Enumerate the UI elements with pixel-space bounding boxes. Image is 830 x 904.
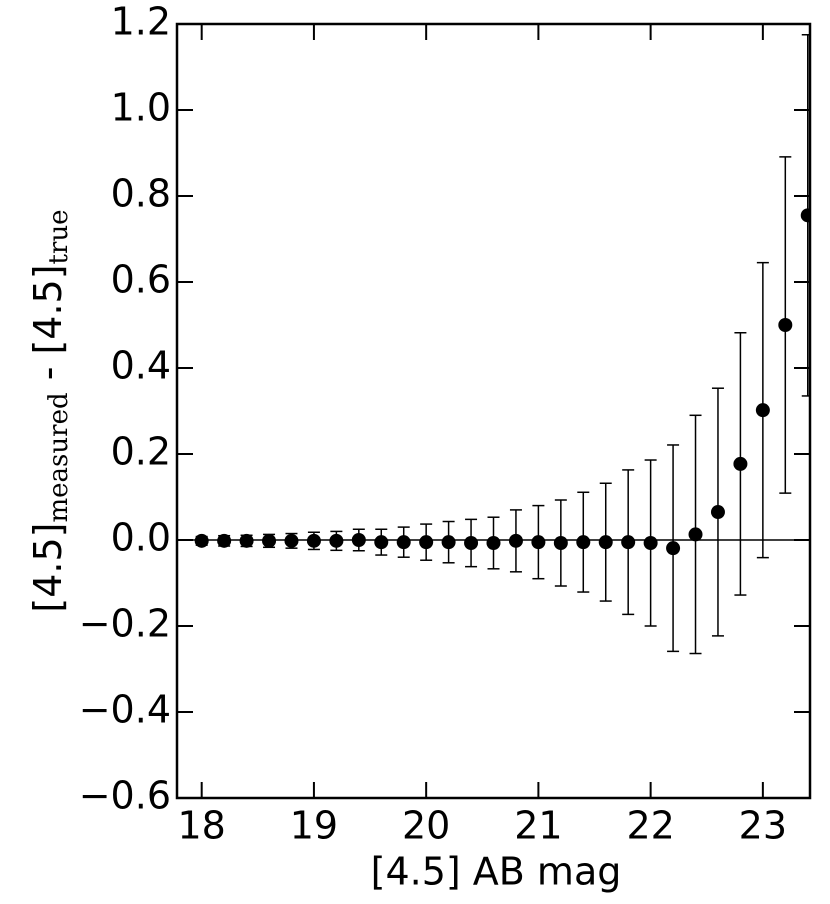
data-point <box>374 535 389 550</box>
data-point <box>666 541 681 556</box>
y-tick-label: 0.4 <box>111 344 171 388</box>
data-point <box>306 533 321 548</box>
data-point <box>262 533 277 548</box>
data-point <box>778 318 793 332</box>
plot-area <box>177 34 810 655</box>
y-tick-label: 0.0 <box>111 516 171 560</box>
data-point <box>508 533 523 548</box>
data-point <box>217 533 232 548</box>
y-tick-label: 0.6 <box>111 258 171 302</box>
data-point <box>643 536 658 551</box>
x-tick-label: 23 <box>739 804 787 848</box>
data-point <box>800 208 810 223</box>
x-tick-label: 21 <box>514 804 562 848</box>
y-tick-label: −0.2 <box>79 602 171 646</box>
y-tick-label: 0.2 <box>111 430 171 474</box>
y-tick-label: −0.6 <box>79 774 171 818</box>
x-axis-title: [4.5] AB mag <box>371 850 622 894</box>
data-point <box>553 536 568 551</box>
data-point <box>396 535 411 550</box>
data-point <box>351 533 366 547</box>
data-point <box>329 533 344 548</box>
data-point <box>621 535 636 550</box>
y-tick-label: 1.2 <box>111 0 171 44</box>
x-tick-label: 19 <box>290 804 338 848</box>
data-point <box>598 535 613 550</box>
y-label-subscript: true <box>44 209 74 264</box>
y-tick-label: 1.0 <box>111 86 171 130</box>
data-point <box>576 535 591 550</box>
x-tick-label: 22 <box>626 804 674 848</box>
y-label-part: [4.5] <box>26 522 70 612</box>
y-tick-label: −0.4 <box>79 688 171 732</box>
y-tick-label: 0.8 <box>111 172 171 216</box>
data-point <box>733 456 748 471</box>
x-tick-label: 18 <box>178 804 226 848</box>
data-point <box>688 527 703 542</box>
x-tick-label: 20 <box>402 804 450 848</box>
data-point <box>284 533 299 548</box>
y-label-part: - [4.5] <box>26 264 70 392</box>
data-point <box>239 533 254 548</box>
data-point <box>464 536 479 551</box>
y-label-subscript: measured <box>44 392 74 522</box>
y-axis-title: [4.5]measured - [4.5]true <box>26 209 75 612</box>
data-point <box>419 535 434 550</box>
data-point <box>531 535 546 550</box>
data-point <box>486 536 501 551</box>
plot-frame <box>175 22 812 800</box>
data-point <box>194 533 209 548</box>
data-point <box>710 505 725 520</box>
data-point <box>755 403 770 418</box>
data-point <box>441 535 456 550</box>
